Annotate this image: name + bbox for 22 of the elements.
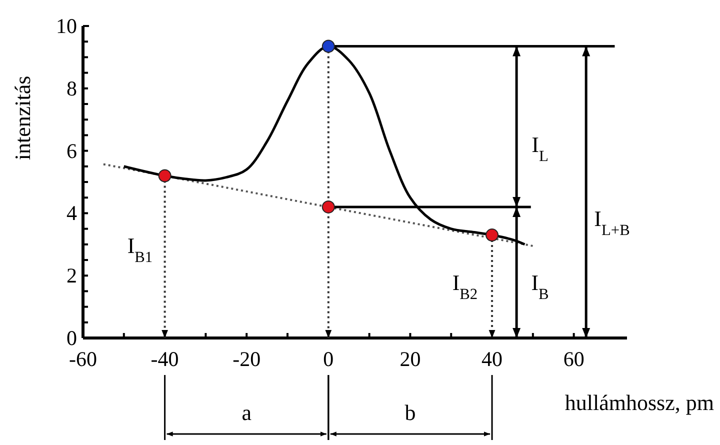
annotation: I$_{B1}$ — [127, 233, 153, 266]
y-tick-label: 6 — [66, 138, 77, 163]
y-tick-label: 10 — [56, 14, 77, 38]
x-tick-label: 40 — [482, 347, 503, 371]
x-tick-label: 60 — [563, 347, 584, 371]
y-tick-label: 8 — [66, 76, 77, 100]
text: b — [404, 400, 416, 425]
annotation: I$_{B2}$ — [452, 270, 478, 302]
y-tick-label: 4 — [66, 201, 78, 226]
x-tick-label: 0 — [323, 347, 334, 371]
text: a — [242, 400, 252, 425]
y-axis-title: intenzitás — [10, 76, 35, 160]
x-tick-label: -20 — [232, 347, 261, 371]
x-axis-title: hullámhossz, pm — [564, 390, 714, 415]
annotation: I$_{L+B}$ — [594, 206, 630, 238]
y-tick-label: 2 — [66, 264, 77, 288]
y-tick-label: 0 — [66, 326, 77, 350]
annotation: I$_{B}$ — [531, 270, 549, 302]
x-tick-label: 20 — [400, 347, 421, 371]
x-tick-label: -60 — [69, 347, 97, 371]
annotation: I$_{L}$ — [532, 132, 548, 164]
x-tick-label: -40 — [150, 347, 179, 371]
